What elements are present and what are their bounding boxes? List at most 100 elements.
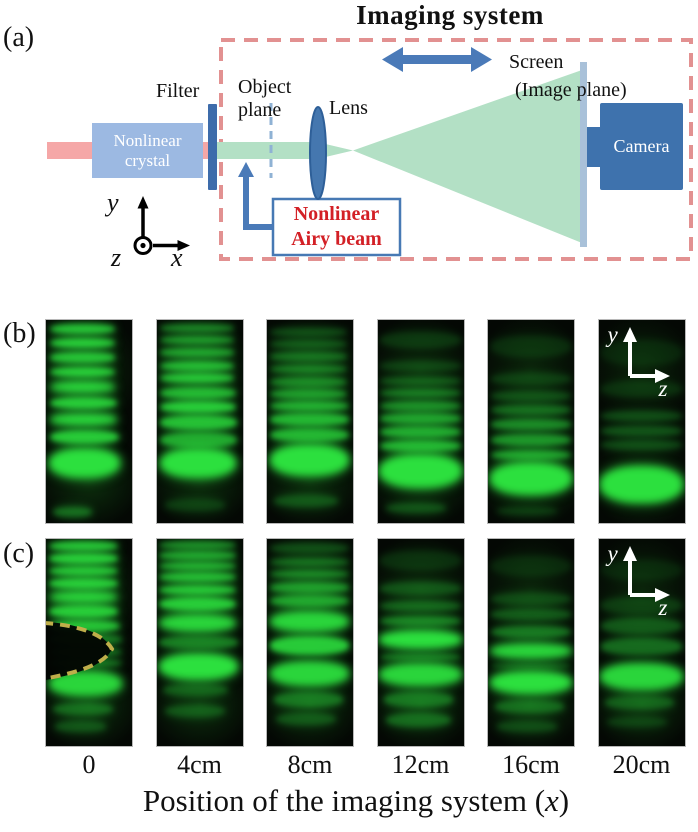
beam-intensity-band: [269, 401, 349, 412]
camera-box: [600, 103, 683, 190]
green-beam-cone: [353, 70, 582, 243]
beam-intensity-band: [163, 683, 228, 697]
beam-image-c-20cm: y z: [597, 538, 686, 747]
beam-intensity-band: [601, 439, 682, 450]
yz-axes-icon: [622, 327, 670, 383]
camera-label: Camera: [613, 136, 670, 156]
beam-intensity-band: [49, 447, 120, 479]
airy-beam-label: Nonlinear Airy beam: [291, 203, 382, 250]
beam-intensity-band: [490, 405, 572, 416]
axis-y-label: y: [607, 322, 618, 347]
beam-intensity-band: [269, 427, 349, 442]
object-plane-label: Object plane: [238, 76, 292, 121]
beam-intensity-band: [601, 380, 682, 398]
beam-intensity-band: [159, 652, 239, 680]
beam-intensity-band: [159, 572, 237, 583]
axis-z-label: z: [111, 243, 122, 272]
beam-intensity-band: [159, 584, 237, 595]
beam-intensity-band: [269, 413, 349, 426]
beam-intensity-band: [52, 506, 92, 517]
beam-intensity-band: [386, 502, 447, 513]
beam-intensity-band: [269, 389, 347, 400]
axis-x-label: x: [171, 243, 183, 272]
beam-intensity-band: [165, 704, 226, 717]
position-label: 20cm: [612, 750, 671, 779]
beam-intensity-band: [496, 506, 557, 515]
beam-intensity-band: [275, 712, 336, 726]
beam-intensity-band: [269, 443, 349, 477]
beam-intensity-band: [269, 594, 349, 608]
diagram-canvas: [47, 38, 693, 261]
beam-intensity-band: [490, 419, 572, 430]
axis-y-label: y: [607, 541, 618, 566]
beam-intensity-band: [600, 663, 683, 691]
beam-intensity-band: [490, 555, 572, 577]
beam-intensity-band: [159, 386, 236, 400]
beam-intensity-band: [50, 397, 118, 410]
beam-intensity-band: [601, 617, 682, 635]
beam-intensity-band: [269, 340, 347, 349]
beam-intensity-band: [159, 447, 236, 479]
position-label: 4cm: [177, 750, 222, 779]
beam-intensity-band: [489, 642, 573, 660]
beam-intensity-band: [52, 702, 114, 715]
beam-intensity-band: [494, 700, 564, 713]
beam-image-b-8cm: [266, 319, 354, 524]
beam-intensity-band: [49, 605, 119, 618]
beam-intensity-band: [605, 696, 675, 709]
position-label: 8cm: [287, 750, 333, 779]
beam-intensity-band: [490, 625, 572, 639]
position-labels-row: 0 4cm 8cm 12cm 16cm 20cm: [45, 750, 686, 780]
beam-image-c-12cm: [376, 538, 465, 747]
beam-intensity-band: [380, 332, 461, 349]
beam-intensity-band: [50, 324, 115, 335]
beam-intensity-band: [380, 389, 461, 398]
beam-image-c-8cm: [266, 538, 354, 747]
nonlinear-crystal-box: [92, 123, 203, 178]
yz-axes-icon: [622, 546, 670, 602]
figure-title: Imaging system: [356, 0, 544, 30]
beam-row-c: y z: [45, 538, 686, 747]
beam-intensity-band: [380, 652, 461, 662]
beam-intensity-band: [380, 601, 461, 612]
camera-mount: [587, 127, 601, 167]
beam-intensity-band: [165, 498, 226, 511]
beam-intensity-band: [273, 494, 339, 507]
filter-bar: [208, 104, 217, 190]
beam-intensity-band: [159, 401, 236, 414]
position-label: 16cm: [502, 750, 560, 779]
beam-intensity-band: [159, 613, 237, 633]
filter-label: Filter: [156, 80, 200, 102]
beam-intensity-band: [54, 721, 107, 732]
xyz-axes-icon: [133, 196, 190, 255]
beam-intensity-band: [601, 340, 682, 365]
position-label: 12cm: [391, 750, 450, 779]
beam-intensity-band: [601, 411, 682, 422]
beam-intensity-band: [380, 615, 461, 626]
beam-intensity-band: [159, 596, 237, 612]
beam-intensity-band: [489, 462, 573, 495]
caption-x-variable: x: [545, 783, 559, 818]
beam-intensity-band: [490, 433, 572, 446]
axis-y-label: y: [107, 188, 119, 217]
beam-intensity-band: [159, 324, 234, 333]
airy-pointer-arrow-icon: [238, 162, 273, 230]
beam-intensity-band: [489, 671, 573, 695]
position-label: 0: [82, 750, 96, 779]
beam-intensity-band: [49, 565, 119, 577]
beam-intensity-band: [50, 429, 120, 444]
beam-intensity-band: [496, 721, 557, 732]
axis-z-label: z: [658, 595, 668, 620]
beam-intensity-band: [607, 717, 668, 728]
beam-intensity-band: [159, 348, 234, 357]
beam-intensity-band: [159, 636, 239, 649]
beam-intensity-band: [269, 543, 349, 554]
figure-caption: Position of the imaging system (x): [142, 783, 570, 818]
beam-image-c-0: [45, 538, 133, 747]
beam-intensity-band: [601, 559, 682, 581]
green-beam-segment: [217, 142, 317, 159]
beam-intensity-band: [269, 570, 349, 579]
beam-intensity-band: [50, 413, 118, 426]
airy-beam-callout-box: [271, 197, 402, 257]
beam-intensity-band: [380, 425, 461, 438]
